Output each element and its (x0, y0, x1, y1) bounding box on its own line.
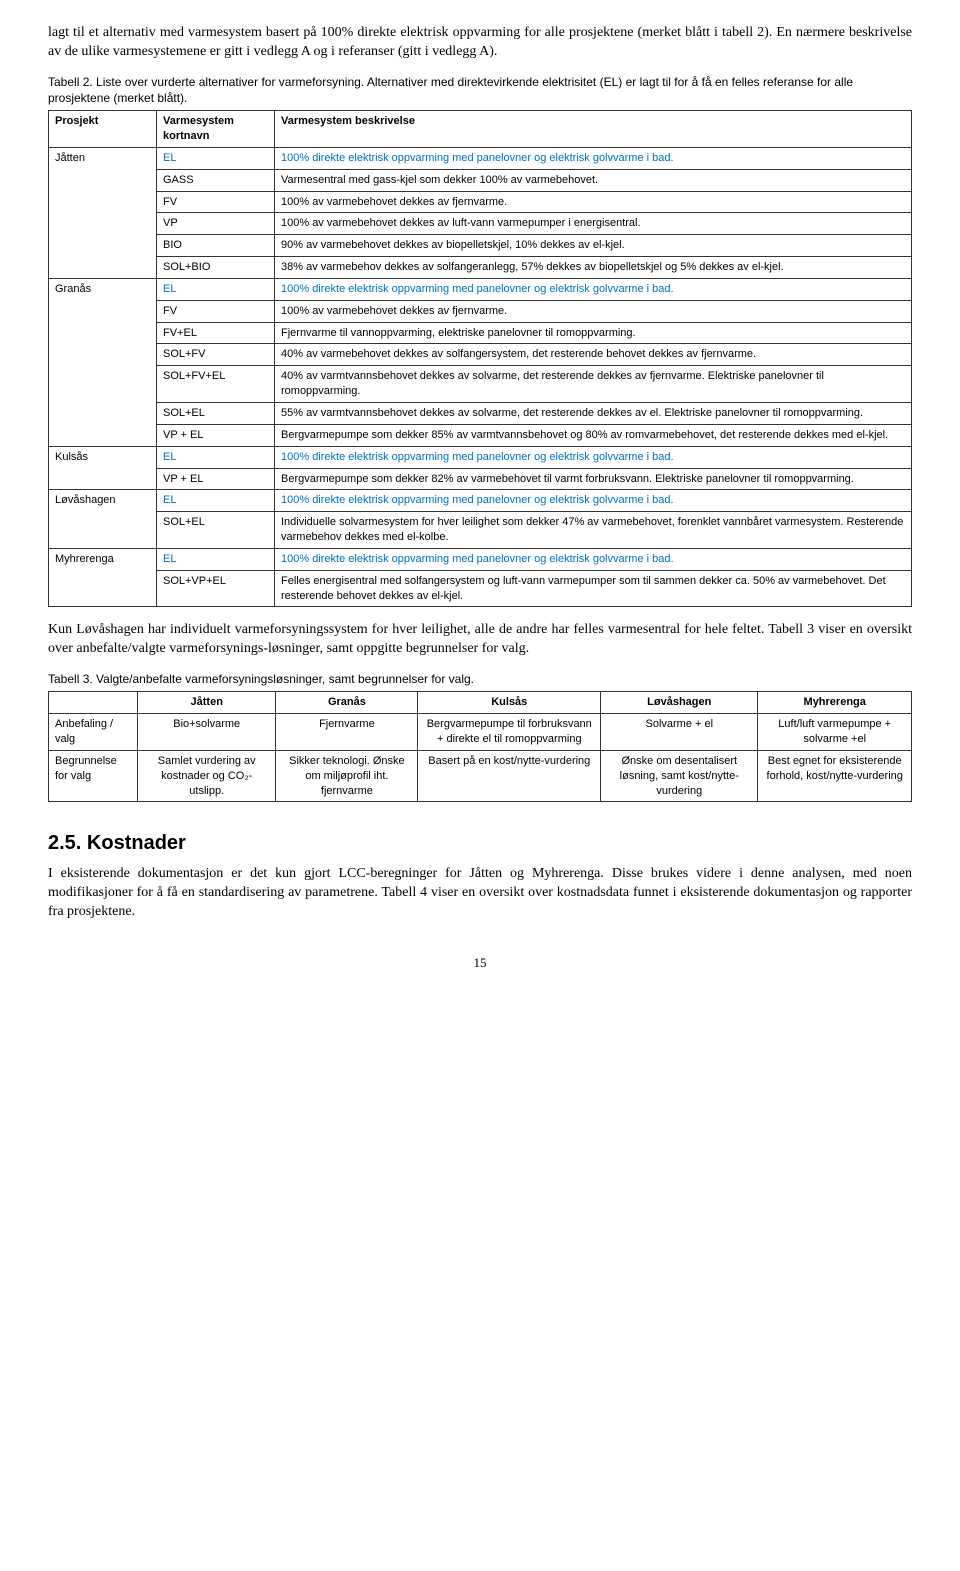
project-cell: Kulsås (49, 446, 157, 490)
desc-cell: Felles energisentral med solfangersystem… (275, 570, 912, 607)
t3-col-header: Granås (276, 692, 418, 714)
mid-paragraph: Kun Løvåshagen har individuelt varmefors… (48, 621, 912, 659)
table-row: MyhrerengaEL100% direkte elektrisk oppva… (49, 548, 912, 570)
project-cell: Jåtten (49, 147, 157, 278)
table-row: SOL+ELIndividuelle solvarmesystem for hv… (49, 512, 912, 549)
desc-cell: 100% av varmebehovet dekkes av luft-vann… (275, 213, 912, 235)
t3-col-header: Jåtten (138, 692, 276, 714)
desc-cell: 100% direkte elektrisk oppvarming med pa… (275, 278, 912, 300)
desc-cell: 100% direkte elektrisk oppvarming med pa… (275, 446, 912, 468)
table-row: VP + ELBergvarmepumpe som dekker 85% av … (49, 424, 912, 446)
t3-row-label: Anbefaling / valg (49, 714, 138, 751)
intro-paragraph: lagt til et alternativ med varmesystem b… (48, 24, 912, 62)
shortname-cell: EL (157, 490, 275, 512)
t3-col-header (49, 692, 138, 714)
t3-cell: Basert på en kost/nytte-vurdering (418, 750, 601, 802)
page-number: 15 (48, 954, 912, 972)
t3-cell: Sikker teknologi. Ønske om miljøprofil i… (276, 750, 418, 802)
desc-cell: 100% direkte elektrisk oppvarming med pa… (275, 490, 912, 512)
table-row: Begrunnelse for valgSamlet vurdering av … (49, 750, 912, 802)
project-cell: Løvåshagen (49, 490, 157, 549)
table-row: SOL+FV+EL40% av varmtvannsbehovet dekkes… (49, 366, 912, 403)
shortname-cell: BIO (157, 235, 275, 257)
shortname-cell: FV (157, 191, 275, 213)
t3-cell: Best egnet for eksisterende forhold, kos… (758, 750, 912, 802)
t3-cell: Fjernvarme (276, 714, 418, 751)
shortname-cell: SOL+VP+EL (157, 570, 275, 607)
desc-cell: Bergvarmepumpe som dekker 82% av varmebe… (275, 468, 912, 490)
table-row: Anbefaling / valgBio+solvarmeFjernvarmeB… (49, 714, 912, 751)
shortname-cell: GASS (157, 169, 275, 191)
table-row: SOL+VP+ELFelles energisentral med solfan… (49, 570, 912, 607)
t3-cell: Samlet vurdering av kostnader og CO₂-uts… (138, 750, 276, 802)
t3-cell: Ønske om desentalisert løsning, samt kos… (601, 750, 758, 802)
shortname-cell: SOL+FV (157, 344, 275, 366)
shortname-cell: VP + EL (157, 468, 275, 490)
desc-cell: 55% av varmtvannsbehovet dekkes av solva… (275, 402, 912, 424)
table-row: FV+ELFjernvarme til vannoppvarming, elek… (49, 322, 912, 344)
section-heading: 2.5. Kostnader (48, 830, 912, 857)
table-row: GranåsEL100% direkte elektrisk oppvarmin… (49, 278, 912, 300)
table-row: KulsåsEL100% direkte elektrisk oppvarmin… (49, 446, 912, 468)
desc-cell: 90% av varmebehovet dekkes av biopellets… (275, 235, 912, 257)
section-number: 2.5. (48, 832, 81, 854)
section-title: Kostnader (87, 832, 186, 854)
t3-row-label: Begrunnelse for valg (49, 750, 138, 802)
desc-cell: 100% direkte elektrisk oppvarming med pa… (275, 548, 912, 570)
table-row: JåttenEL100% direkte elektrisk oppvarmin… (49, 147, 912, 169)
table-row: FV100% av varmebehovet dekkes av fjernva… (49, 300, 912, 322)
table2-caption: Tabell 2. Liste over vurderte alternativ… (48, 74, 912, 106)
shortname-cell: FV+EL (157, 322, 275, 344)
t3-col-header: Løvåshagen (601, 692, 758, 714)
table3: JåttenGranåsKulsåsLøvåshagenMyhrerenga A… (48, 691, 912, 802)
shortname-cell: SOL+EL (157, 402, 275, 424)
table-row: BIO90% av varmebehovet dekkes av biopell… (49, 235, 912, 257)
table-row: VP100% av varmebehovet dekkes av luft-va… (49, 213, 912, 235)
shortname-cell: EL (157, 147, 275, 169)
t2-h2: Varmesystem kortnavn (157, 111, 275, 148)
project-cell: Myhrerenga (49, 548, 157, 607)
shortname-cell: VP + EL (157, 424, 275, 446)
table-row: VP + ELBergvarmepumpe som dekker 82% av … (49, 468, 912, 490)
table-row: SOL+BIO38% av varmebehov dekkes av solfa… (49, 257, 912, 279)
project-cell: Granås (49, 278, 157, 446)
t2-h3: Varmesystem beskrivelse (275, 111, 912, 148)
t3-col-header: Myhrerenga (758, 692, 912, 714)
table2: Prosjekt Varmesystem kortnavn Varmesyste… (48, 110, 912, 607)
desc-cell: Varmesentral med gass-kjel som dekker 10… (275, 169, 912, 191)
t2-h1: Prosjekt (49, 111, 157, 148)
t3-cell: Bergvarmepumpe til forbruksvann + direkt… (418, 714, 601, 751)
desc-cell: 100% av varmebehovet dekkes av fjernvarm… (275, 191, 912, 213)
table-row: FV100% av varmebehovet dekkes av fjernva… (49, 191, 912, 213)
desc-cell: Individuelle solvarmesystem for hver lei… (275, 512, 912, 549)
desc-cell: 40% av varmebehovet dekkes av solfangers… (275, 344, 912, 366)
table-row: SOL+FV40% av varmebehovet dekkes av solf… (49, 344, 912, 366)
shortname-cell: SOL+FV+EL (157, 366, 275, 403)
desc-cell: Bergvarmepumpe som dekker 85% av varmtva… (275, 424, 912, 446)
table3-caption: Tabell 3. Valgte/anbefalte varmeforsynin… (48, 671, 912, 687)
end-paragraph: I eksisterende dokumentasjon er det kun … (48, 865, 912, 922)
t3-cell: Luft/luft varmepumpe + solvarme +el (758, 714, 912, 751)
table-row: GASSVarmesentral med gass-kjel som dekke… (49, 169, 912, 191)
table-row: SOL+EL55% av varmtvannsbehovet dekkes av… (49, 402, 912, 424)
shortname-cell: VP (157, 213, 275, 235)
t3-col-header: Kulsås (418, 692, 601, 714)
shortname-cell: FV (157, 300, 275, 322)
desc-cell: Fjernvarme til vannoppvarming, elektrisk… (275, 322, 912, 344)
desc-cell: 38% av varmebehov dekkes av solfangeranl… (275, 257, 912, 279)
shortname-cell: EL (157, 446, 275, 468)
shortname-cell: SOL+EL (157, 512, 275, 549)
t3-cell: Bio+solvarme (138, 714, 276, 751)
shortname-cell: EL (157, 278, 275, 300)
table-row: LøvåshagenEL100% direkte elektrisk oppva… (49, 490, 912, 512)
shortname-cell: EL (157, 548, 275, 570)
desc-cell: 100% direkte elektrisk oppvarming med pa… (275, 147, 912, 169)
shortname-cell: SOL+BIO (157, 257, 275, 279)
desc-cell: 40% av varmtvannsbehovet dekkes av solva… (275, 366, 912, 403)
t3-cell: Solvarme + el (601, 714, 758, 751)
desc-cell: 100% av varmebehovet dekkes av fjernvarm… (275, 300, 912, 322)
